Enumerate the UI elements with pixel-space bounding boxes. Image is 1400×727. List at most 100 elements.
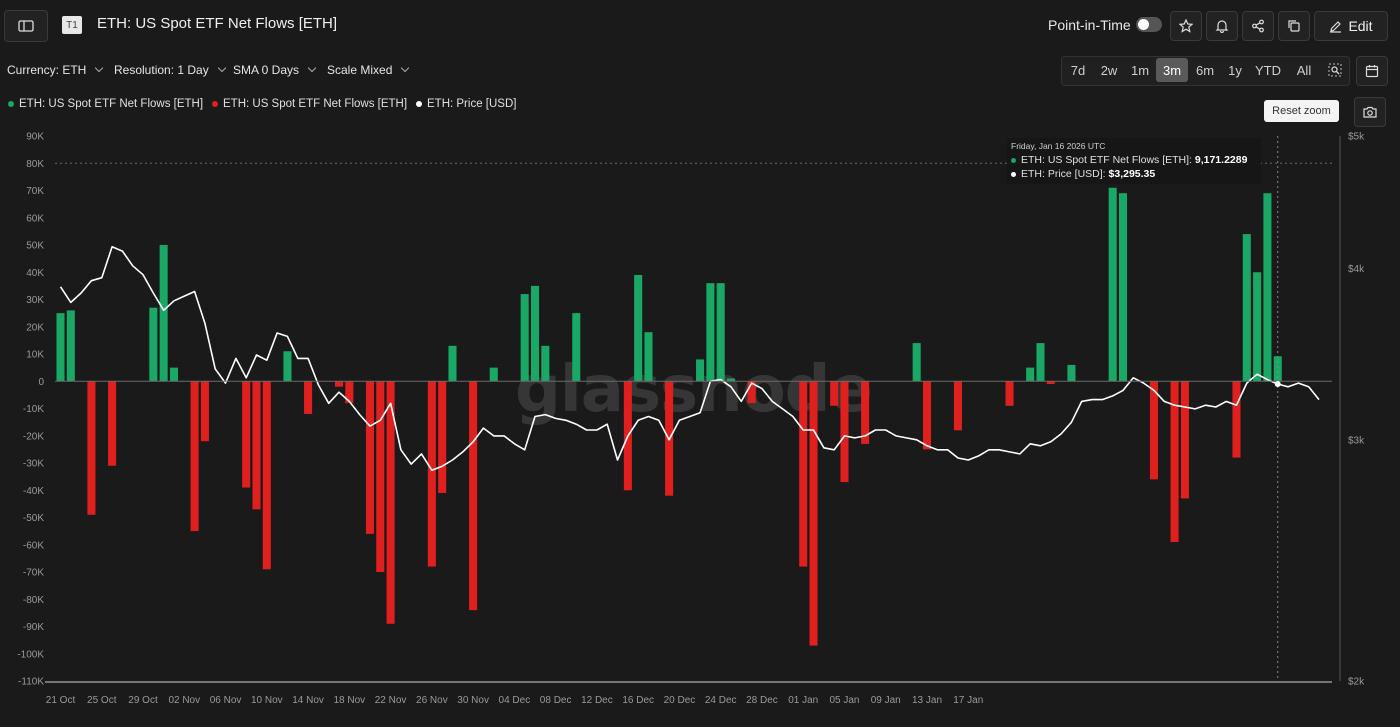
x-axis-tick-label: 05 Jan xyxy=(829,695,859,706)
range-6m[interactable]: 6m xyxy=(1195,62,1215,78)
outflow-bar xyxy=(190,381,199,532)
share-icon xyxy=(1252,19,1264,33)
left-axis-tick-label: 0 xyxy=(38,377,44,388)
inflow-bar xyxy=(1026,367,1035,382)
date-picker-button[interactable] xyxy=(1356,56,1388,86)
left-y-axis: 90K 80K 70K 60K 50K 40K 30K 20K 10K 0 -10K -20K -30K… xyxy=(17,132,44,688)
inflow-bar xyxy=(66,310,75,382)
inflow-bar xyxy=(726,378,736,382)
left-axis-tick-label: -80K xyxy=(23,595,44,606)
chart-tooltip: Friday, Jan 16 2026 UTC ETH: US Spot ETF… xyxy=(1007,138,1261,184)
outflow-bar xyxy=(242,381,251,488)
currency-label: Currency: ETH xyxy=(7,63,87,77)
outflow-bar xyxy=(334,381,344,387)
left-axis-tick-label: -20K xyxy=(23,431,44,442)
scale-label: Scale Mixed xyxy=(327,63,393,77)
duplicate-button[interactable] xyxy=(1278,11,1310,41)
zoom-select-button[interactable] xyxy=(1322,57,1348,83)
legend-dot-red xyxy=(212,101,218,107)
x-axis-tick-label: 09 Jan xyxy=(871,695,901,706)
inflow-bar xyxy=(283,351,292,382)
bell-icon xyxy=(1215,20,1229,33)
favorite-button[interactable] xyxy=(1170,11,1202,41)
x-axis-tick-label: 12 Dec xyxy=(581,695,613,706)
inflow-bar xyxy=(56,313,65,382)
share-button[interactable] xyxy=(1242,11,1274,41)
x-axis-tick-label: 25 Oct xyxy=(87,695,117,706)
resolution-label: Resolution: 1 Day xyxy=(114,63,209,77)
range-1y[interactable]: 1y xyxy=(1228,62,1242,78)
range-2w[interactable]: 2w xyxy=(1100,62,1118,78)
price-series-line xyxy=(59,246,1320,472)
legend-negative-flows[interactable]: ETH: US Spot ETF Net Flows [ETH] xyxy=(212,98,407,110)
currency-dropdown[interactable]: Currency: ETH xyxy=(7,63,104,77)
legend-dot-green xyxy=(8,101,14,107)
scale-dropdown[interactable]: Scale Mixed xyxy=(327,63,410,77)
outflow-bar xyxy=(365,381,374,534)
left-axis-tick-label: 20K xyxy=(26,322,44,333)
outflow-bar xyxy=(922,381,932,450)
inflow-bar xyxy=(1118,193,1128,382)
x-axis-tick-label: 08 Dec xyxy=(540,695,572,706)
x-axis-tick-label: 06 Nov xyxy=(210,695,242,706)
price-line xyxy=(59,246,1320,472)
outflow-bar xyxy=(252,381,261,510)
outflow-bar xyxy=(953,381,962,431)
inflow-bar xyxy=(706,283,715,382)
legend-dot-white xyxy=(416,101,422,107)
outflow-bar xyxy=(1046,381,1055,384)
resolution-dropdown[interactable]: Resolution: 1 Day xyxy=(114,63,226,77)
range-ytd[interactable]: YTD xyxy=(1255,62,1281,78)
copy-icon xyxy=(1288,20,1300,32)
alert-button[interactable] xyxy=(1206,11,1238,41)
flow-bars xyxy=(56,187,1282,646)
outflow-bar xyxy=(386,381,395,624)
tooltip-flows-row: ETH: US Spot ETF Net Flows [ETH]: 9,171.… xyxy=(1011,154,1247,166)
inflow-bar xyxy=(541,345,550,382)
outflow-bar xyxy=(830,381,839,406)
outflow-bar xyxy=(1005,381,1014,406)
x-axis-tick-label: 28 Dec xyxy=(746,695,778,706)
left-axis-tick-label: 30K xyxy=(26,295,44,306)
x-axis: 21 Oct 25 Oct 29 Oct 02 Nov 06 Nov 10 Nov 14 N… xyxy=(46,695,984,706)
chart-controls: Currency: ETH Resolution: 1 Day SMA 0 Da… xyxy=(0,56,1400,86)
left-axis-tick-label: 90K xyxy=(26,132,44,143)
legend-price[interactable]: ETH: Price [USD] xyxy=(416,98,516,110)
sma-label: SMA 0 Days xyxy=(233,63,300,77)
pencil-icon xyxy=(1330,20,1342,33)
inflow-bar xyxy=(1067,364,1076,382)
inflow-bar xyxy=(1036,343,1045,382)
inflow-bar xyxy=(696,359,705,382)
sma-dropdown[interactable]: SMA 0 Days xyxy=(233,63,317,77)
point-in-time-toggle[interactable] xyxy=(1136,17,1162,32)
tooltip-dot-green xyxy=(1011,157,1016,163)
inflow-bar xyxy=(912,343,921,382)
outflow-bar xyxy=(262,381,271,570)
left-axis-tick-label: -40K xyxy=(23,486,44,497)
toggle-sidebar-button[interactable] xyxy=(4,10,48,42)
range-7d[interactable]: 7d xyxy=(1070,62,1086,78)
outflow-bar xyxy=(1232,381,1241,458)
outflow-bar xyxy=(1170,381,1179,543)
reset-zoom-button[interactable]: Reset zoom xyxy=(1264,100,1339,122)
outflow-bar xyxy=(438,381,447,493)
outflow-bar xyxy=(108,381,117,466)
range-1m[interactable]: 1m xyxy=(1130,62,1150,78)
range-all[interactable]: All xyxy=(1296,62,1312,78)
x-axis-tick-label: 24 Dec xyxy=(705,695,737,706)
screenshot-button[interactable] xyxy=(1354,97,1386,127)
inflow-bar xyxy=(489,367,498,382)
edit-button[interactable]: Edit xyxy=(1314,11,1388,41)
range-selector: 7d 2w 1m 3m 6m 1y YTD All xyxy=(1061,56,1350,86)
left-axis-tick-label: -60K xyxy=(23,540,44,551)
range-3m[interactable]: 3m xyxy=(1156,58,1188,82)
x-axis-tick-label: 02 Nov xyxy=(168,695,200,706)
highlight-point xyxy=(1274,380,1281,387)
inflow-bar xyxy=(149,307,158,382)
outflow-bar xyxy=(376,381,385,572)
outflow-bar xyxy=(809,381,818,646)
legend-positive-flows[interactable]: ETH: US Spot ETF Net Flows [ETH] xyxy=(8,98,203,110)
zoom-select-icon xyxy=(1328,63,1342,77)
outflow-bar xyxy=(304,381,313,414)
